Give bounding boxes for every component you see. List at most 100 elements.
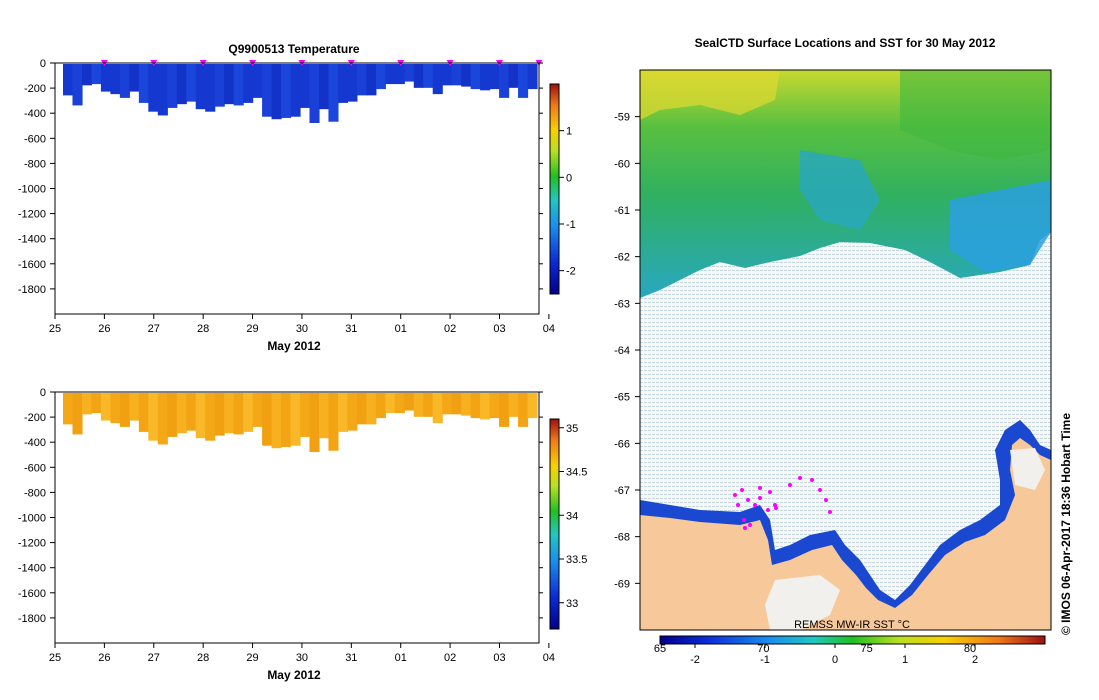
x-tick-label: 30 (296, 652, 308, 664)
profile-column (148, 393, 159, 441)
profile-column (233, 64, 244, 106)
y-tick-label: -1000 (18, 184, 46, 196)
lat-tick-label: -67 (614, 485, 630, 497)
profile-column (186, 64, 197, 102)
map-longitude-labels: 65 70 75 80 (654, 643, 976, 655)
seal-ctd-locations (733, 476, 832, 530)
profile-column (271, 64, 282, 120)
lat-tick-label: -65 (614, 392, 630, 404)
profile-column (394, 393, 405, 414)
profile-column (214, 64, 225, 107)
sst-colorbar-tick-label: -1 (760, 654, 770, 666)
ctd-location-dot (733, 493, 737, 497)
lat-tick-label: -64 (614, 345, 630, 357)
profile-column (205, 393, 216, 441)
x-tick-label: 26 (98, 323, 110, 335)
temperature-y-axis: 0 -200 -400 -600 -800 -1000 -1200 -1400 -1600 -18… (18, 58, 543, 296)
lon-tick-label: 65 (654, 643, 666, 655)
x-tick-label: 25 (49, 323, 61, 335)
x-tick-label: 01 (395, 323, 407, 335)
temperature-profiles (63, 64, 538, 123)
profile-column (138, 64, 149, 103)
ctd-location-dot (810, 478, 814, 482)
profile-column (214, 393, 225, 436)
ctd-location-dot (758, 496, 762, 500)
profile-column (404, 64, 415, 82)
ctd-location-dot (736, 503, 740, 507)
sst-colorbar-tick-label: 0 (832, 654, 838, 666)
profile-column (328, 393, 339, 451)
profile-column (176, 393, 187, 434)
profile-column (480, 64, 491, 91)
x-tick-label: 30 (296, 323, 308, 335)
profile-column (337, 393, 348, 432)
sst-colorbar (659, 635, 1046, 645)
salinity-section-panel: 0 -200 -400 -600 -800 -1000 -1200 -1400 -1600 -18… (18, 387, 588, 682)
profile-column (318, 393, 330, 439)
profile-column (262, 64, 273, 117)
sst-colorbar-tick-label: 2 (972, 654, 978, 666)
ctd-location-dot (746, 498, 750, 502)
profile-column (224, 393, 235, 434)
profile-column (129, 393, 140, 421)
profile-column (470, 64, 481, 90)
profile-column (499, 393, 510, 427)
profile-column (300, 64, 311, 108)
profile-column (186, 393, 197, 431)
profile-column (63, 393, 74, 425)
ctd-location-dot (824, 498, 828, 502)
y-tick-label: -1000 (18, 513, 46, 525)
profile-column (176, 64, 187, 105)
profile-column (157, 393, 168, 445)
profile-column (81, 393, 93, 415)
profile-column (224, 64, 235, 105)
profile-column (243, 64, 254, 103)
profile-column (489, 393, 500, 419)
profile-column (63, 64, 74, 96)
profile-column (91, 64, 102, 85)
imos-credit: © IMOS 06-Apr-2017 18:36 Hobart Time (1059, 413, 1073, 635)
lat-tick-label: -60 (614, 158, 630, 170)
profile-column (91, 393, 102, 414)
profile-column (480, 393, 491, 420)
profile-column (290, 64, 301, 117)
lat-tick-label: -61 (614, 205, 630, 217)
x-tick-label: 03 (493, 652, 505, 664)
profile-column (499, 64, 510, 98)
sst-colorbar-tick-label: -2 (690, 654, 700, 666)
y-tick-label: -200 (24, 412, 46, 424)
profile-column (328, 64, 339, 122)
profile-column (527, 64, 538, 90)
profile-column (375, 393, 386, 419)
salinity-y-axis: 0 -200 -400 -600 -800 -1000 -1200 -1400 -1600 -18… (18, 387, 543, 625)
y-tick-label: -400 (24, 108, 46, 120)
y-tick-label: -1600 (18, 259, 46, 271)
profile-column (81, 64, 93, 86)
colorbar-tick-label: 34 (566, 510, 578, 522)
ctd-location-dot (758, 486, 762, 490)
colorbar-tick-label: -1 (566, 219, 576, 231)
profile-column (110, 393, 121, 424)
profile-column (432, 64, 443, 95)
profile-column (243, 393, 254, 432)
profile-column (318, 64, 330, 110)
colorbar-tick-label: 33 (566, 598, 578, 610)
lon-tick-label: 75 (861, 643, 873, 655)
profile-column (100, 393, 111, 421)
map-colorbar-label: REMSS MW-IR SST °C (794, 619, 910, 631)
profile-column (385, 64, 396, 85)
profile-column (356, 393, 367, 425)
lat-tick-label: -66 (614, 438, 630, 450)
salinity-x-label: May 2012 (267, 668, 321, 682)
profile-column (489, 64, 500, 90)
x-tick-label: 25 (49, 652, 61, 664)
temperature-x-label: May 2012 (267, 339, 321, 353)
colorbar-tick-label: 34.5 (566, 467, 587, 479)
profile-column (157, 64, 168, 116)
ctd-location-dot (768, 490, 772, 494)
profile-column (518, 393, 529, 427)
sst-colorbar-ticks: -2 -1 0 1 2 (690, 644, 978, 666)
profile-column (527, 393, 538, 419)
profile-column (281, 64, 292, 118)
profile-column (271, 393, 282, 449)
